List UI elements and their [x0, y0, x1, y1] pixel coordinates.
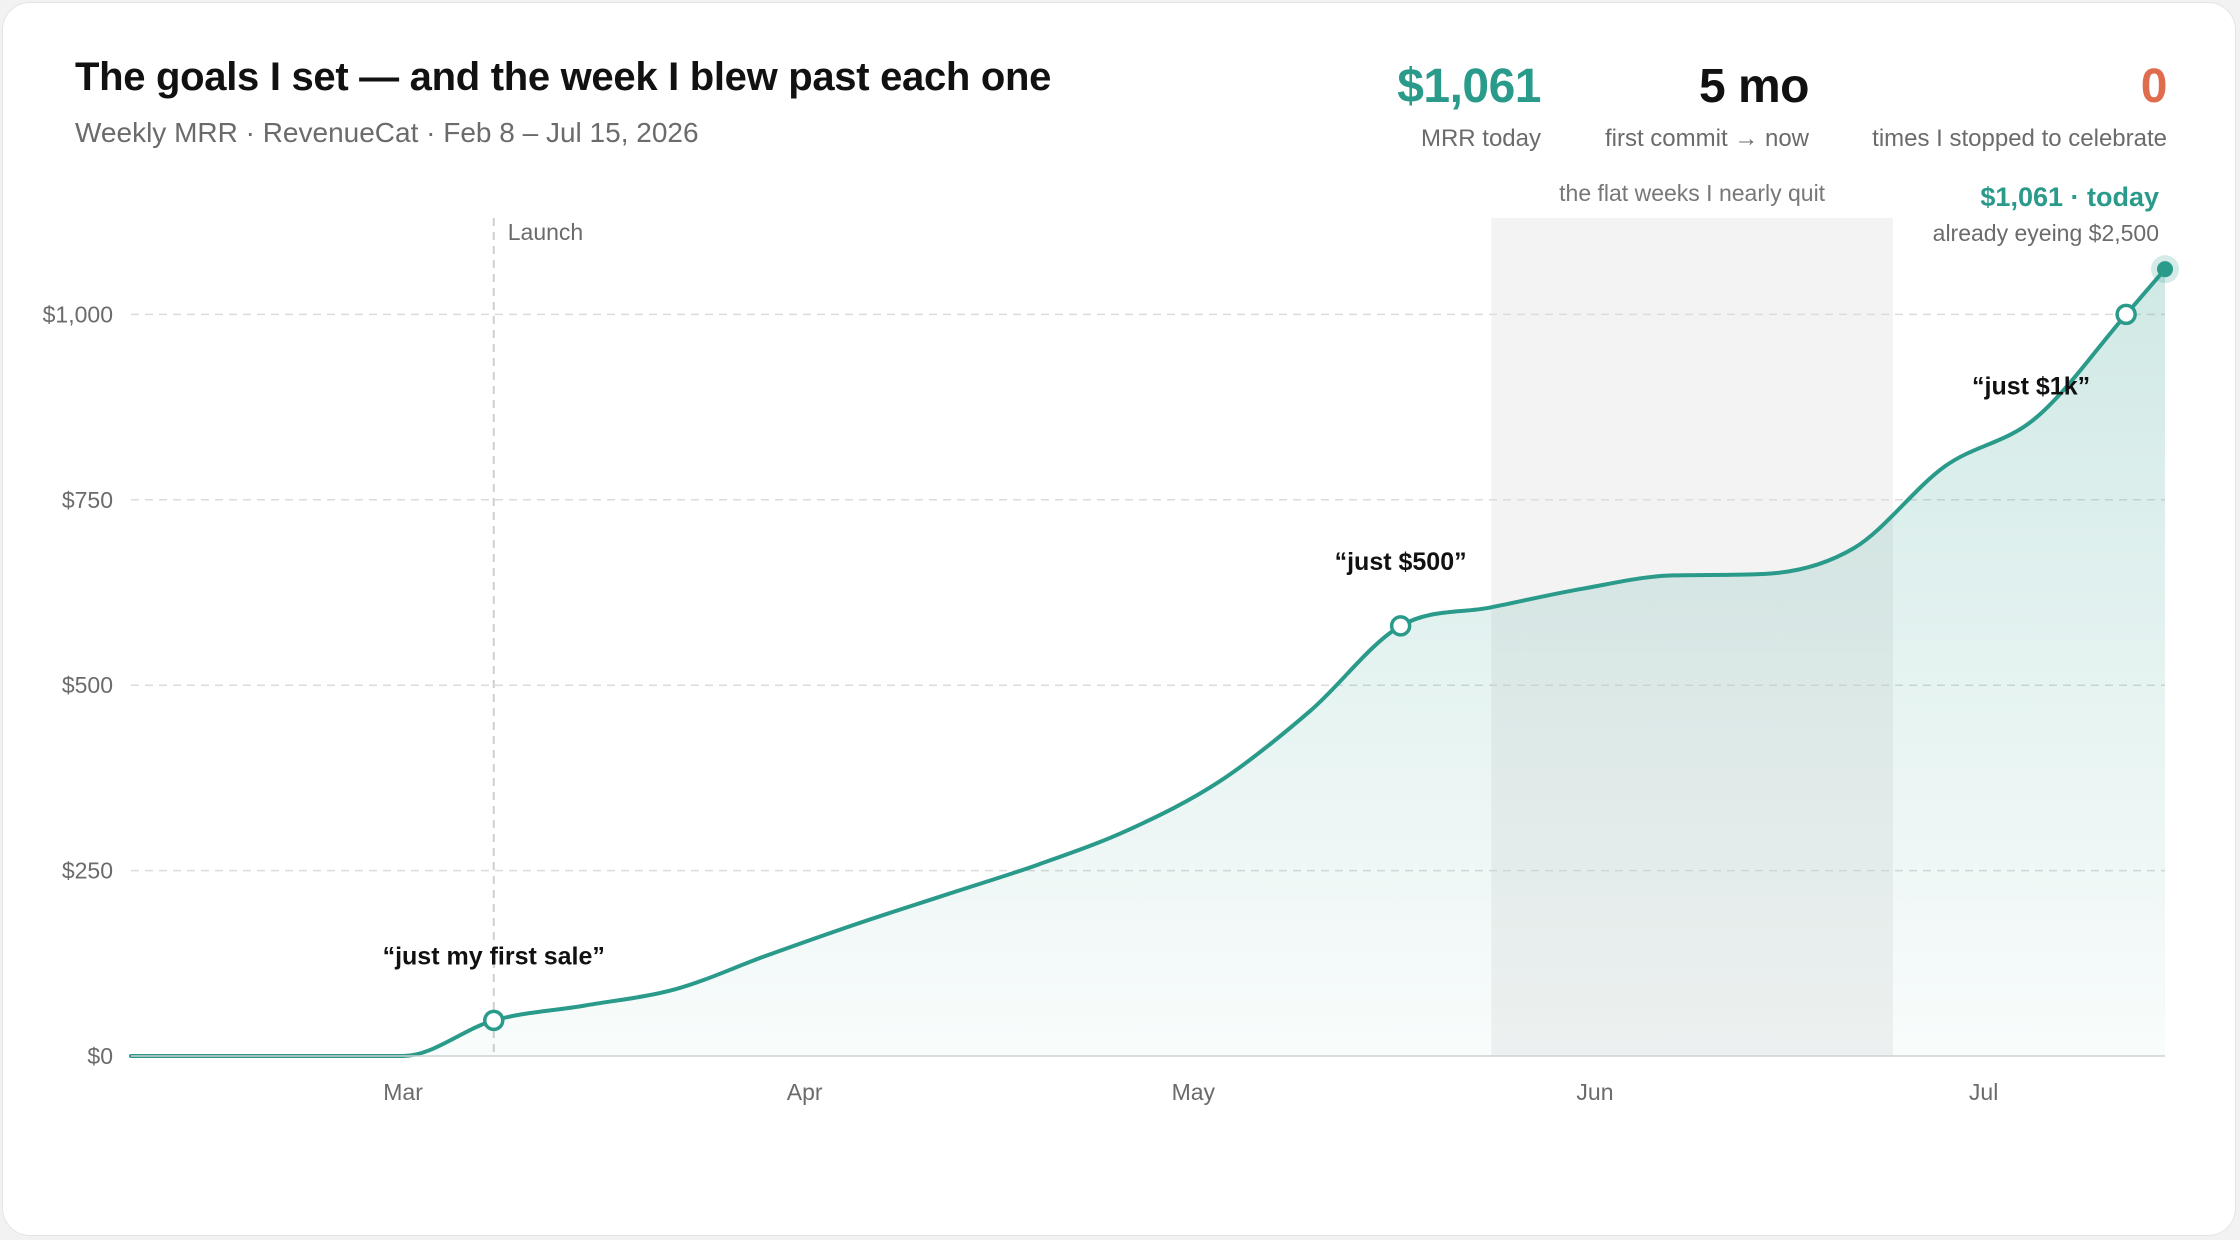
- mrr-area-fill: [131, 269, 2165, 1056]
- chart-subtitle: Weekly MRR · RevenueCat · Feb 8 – Jul 15…: [75, 117, 699, 148]
- milestone-label: “just my first sale”: [383, 942, 605, 970]
- milestone-label: “just $500”: [1335, 548, 1467, 576]
- kpi-mrr-today: $1,061 MRR today: [1397, 59, 1541, 153]
- x-tick-label: Apr: [787, 1079, 823, 1105]
- kpi-value: $1,061: [1397, 60, 1541, 113]
- kpi-celebrations: 0 times I stopped to celebrate: [1872, 59, 2167, 153]
- x-tick-label: Mar: [383, 1079, 423, 1105]
- flat-weeks-label: the flat weeks I nearly quit: [1559, 180, 1826, 206]
- milestone-label: “just $1k”: [1972, 372, 2090, 400]
- milestone-marker: [2115, 303, 2137, 326]
- x-tick-label: Jul: [1969, 1079, 1998, 1105]
- milestone-marker: [1389, 615, 1412, 637]
- y-tick-label: $250: [62, 858, 113, 884]
- y-tick-label: $500: [62, 672, 113, 698]
- current-value-label: $1,061 · today: [1980, 182, 2159, 212]
- milestone-marker: [483, 1009, 505, 1032]
- kpi-value: 5 mo: [1698, 60, 1810, 113]
- x-tick-label: Jun: [1576, 1079, 1613, 1105]
- kpi-label: MRR today: [1420, 125, 1541, 152]
- kpi-label: times I stopped to celebrate: [1872, 125, 2167, 152]
- x-tick-label: May: [1172, 1079, 1216, 1105]
- kpi-label: first commit → now: [1604, 125, 1809, 152]
- kpi-value: 0: [2140, 60, 2168, 113]
- launch-label: Launch: [508, 219, 583, 245]
- mrr-area-chart: Launch $0 $250 $500 $750 $1,000 Mar Apr May Jun J…: [43, 180, 2179, 1105]
- current-point-marker: [2157, 261, 2173, 278]
- y-tick-label: $750: [62, 487, 113, 513]
- current-sublabel: already eyeing $2,500: [1933, 220, 2159, 246]
- kpi-duration: 5 mo first commit → now: [1604, 59, 1810, 153]
- chart-title: The goals I set — and the week I blew pa…: [75, 55, 1052, 99]
- y-tick-label: $0: [87, 1043, 113, 1069]
- y-tick-label: $1,000: [43, 301, 113, 327]
